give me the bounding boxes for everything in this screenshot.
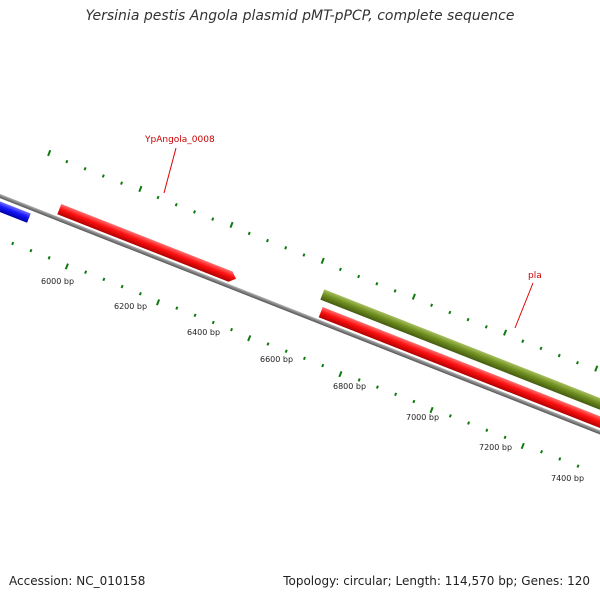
outer-tick-major [594, 365, 599, 372]
outer-tick-minor [101, 174, 105, 178]
sequence-summary: Topology: circular; Length: 114,570 bp; … [283, 574, 590, 588]
inner-tick-minor [193, 313, 197, 318]
outer-tick-minor [156, 195, 160, 200]
inner-tick-minor [47, 256, 51, 260]
gene-blue-feature[interactable] [0, 178, 31, 223]
inner-tick-major [338, 370, 343, 378]
length-label: Length: [395, 574, 441, 588]
inner-tick-minor [503, 435, 507, 440]
inner-tick-minor [485, 428, 489, 432]
accession-value: NC_010158 [76, 574, 146, 588]
inner-tick-minor [375, 385, 379, 389]
inner-tick-major [520, 442, 525, 450]
outer-tick-minor [539, 346, 543, 351]
inner-tick-minor [394, 392, 398, 397]
inner-tick-minor [321, 363, 325, 368]
inner-tick-major [429, 406, 434, 414]
outer-tick-major [229, 221, 234, 229]
outer-tick-major [320, 257, 325, 264]
inner-tick-minor [84, 270, 88, 274]
outer-tick-minor [284, 246, 288, 250]
outer-tick-major [138, 185, 143, 193]
genes-label: Genes: [521, 574, 564, 588]
outer-tick-major [503, 329, 508, 336]
outer-tick-minor [430, 303, 434, 308]
outer-tick-major [411, 293, 416, 300]
tick-label-6400: 6400 bp [187, 328, 220, 337]
tick-label-7000: 7000 bp [406, 413, 439, 422]
pla-label-leader [514, 282, 534, 329]
inner-tick-minor [138, 291, 142, 296]
tick-label-6000: 6000 bp [41, 277, 74, 286]
inner-tick-major [156, 299, 161, 306]
outer-tick-major [47, 149, 52, 157]
plasmid-backbone [0, 179, 600, 462]
map-title: Yersinia pestis Angola plasmid pMT-pPCP,… [85, 8, 515, 24]
gene-label-pla[interactable]: pla [528, 271, 542, 281]
outer-tick-minor [521, 339, 525, 343]
inner-tick-minor [211, 320, 215, 325]
outer-tick-minor [193, 210, 196, 214]
outer-tick-minor [65, 159, 69, 164]
inner-tick-minor [175, 306, 179, 310]
inner-tick-minor [558, 457, 562, 461]
outer-tick-minor [557, 353, 561, 358]
inner-tick-major [64, 263, 69, 270]
tick-label-7400: 7400 bp [551, 474, 584, 483]
inner-tick-minor [448, 414, 452, 418]
inner-tick-minor [230, 327, 234, 332]
inner-tick-minor [357, 378, 361, 382]
tick-label-6800: 6800 bp [333, 382, 366, 391]
accession-label: Accession: [9, 574, 73, 588]
inner-tick-major [247, 335, 252, 342]
outer-tick-minor [357, 274, 361, 279]
inner-tick-row [11, 241, 580, 468]
inner-tick-minor [302, 356, 306, 361]
inner-tick-minor [467, 421, 471, 425]
outer-tick-minor [466, 317, 470, 322]
gene-label-ypangola-0008[interactable]: YpAngola_0008 [144, 135, 215, 145]
outer-tick-minor [393, 289, 397, 293]
length-value: 114,570 bp; [444, 574, 518, 588]
ypangola-label-leader [163, 147, 177, 194]
outer-tick-minor [575, 360, 579, 365]
inner-tick-minor [284, 349, 288, 353]
outer-tick-minor [302, 253, 306, 257]
outer-tick-row [47, 149, 599, 372]
gene-red-lower-feature[interactable] [318, 307, 600, 435]
outer-tick-minor [265, 238, 269, 243]
inner-tick-minor [11, 241, 15, 246]
inner-tick-minor [29, 248, 33, 253]
outer-tick-minor [448, 310, 452, 315]
topology-label: Topology: [283, 574, 340, 588]
outer-tick-minor [211, 217, 215, 221]
inner-tick-minor [576, 464, 580, 468]
outer-tick-minor [375, 281, 379, 286]
outer-tick-minor [83, 167, 87, 171]
tick-label-6200: 6200 bp [114, 302, 147, 311]
outer-tick-minor [174, 202, 178, 207]
accession-info: Accession: NC_010158 [9, 574, 145, 588]
outer-tick-minor [484, 325, 488, 329]
outer-tick-minor [120, 181, 124, 185]
inner-tick-minor [412, 399, 416, 404]
tick-label-7200: 7200 bp [479, 443, 512, 452]
outer-tick-minor [338, 267, 342, 272]
gene-ypangola-0008-feature[interactable] [57, 204, 238, 284]
genes-value: 120 [567, 574, 590, 588]
gene-pla-feature[interactable] [320, 289, 600, 417]
tick-label-6600: 6600 bp [260, 355, 293, 364]
inner-tick-minor [120, 284, 124, 289]
topology-value: circular; [343, 574, 392, 588]
inner-tick-minor [266, 342, 270, 346]
inner-tick-minor [102, 277, 106, 282]
inner-tick-minor [540, 450, 544, 454]
outer-tick-minor [247, 231, 251, 236]
